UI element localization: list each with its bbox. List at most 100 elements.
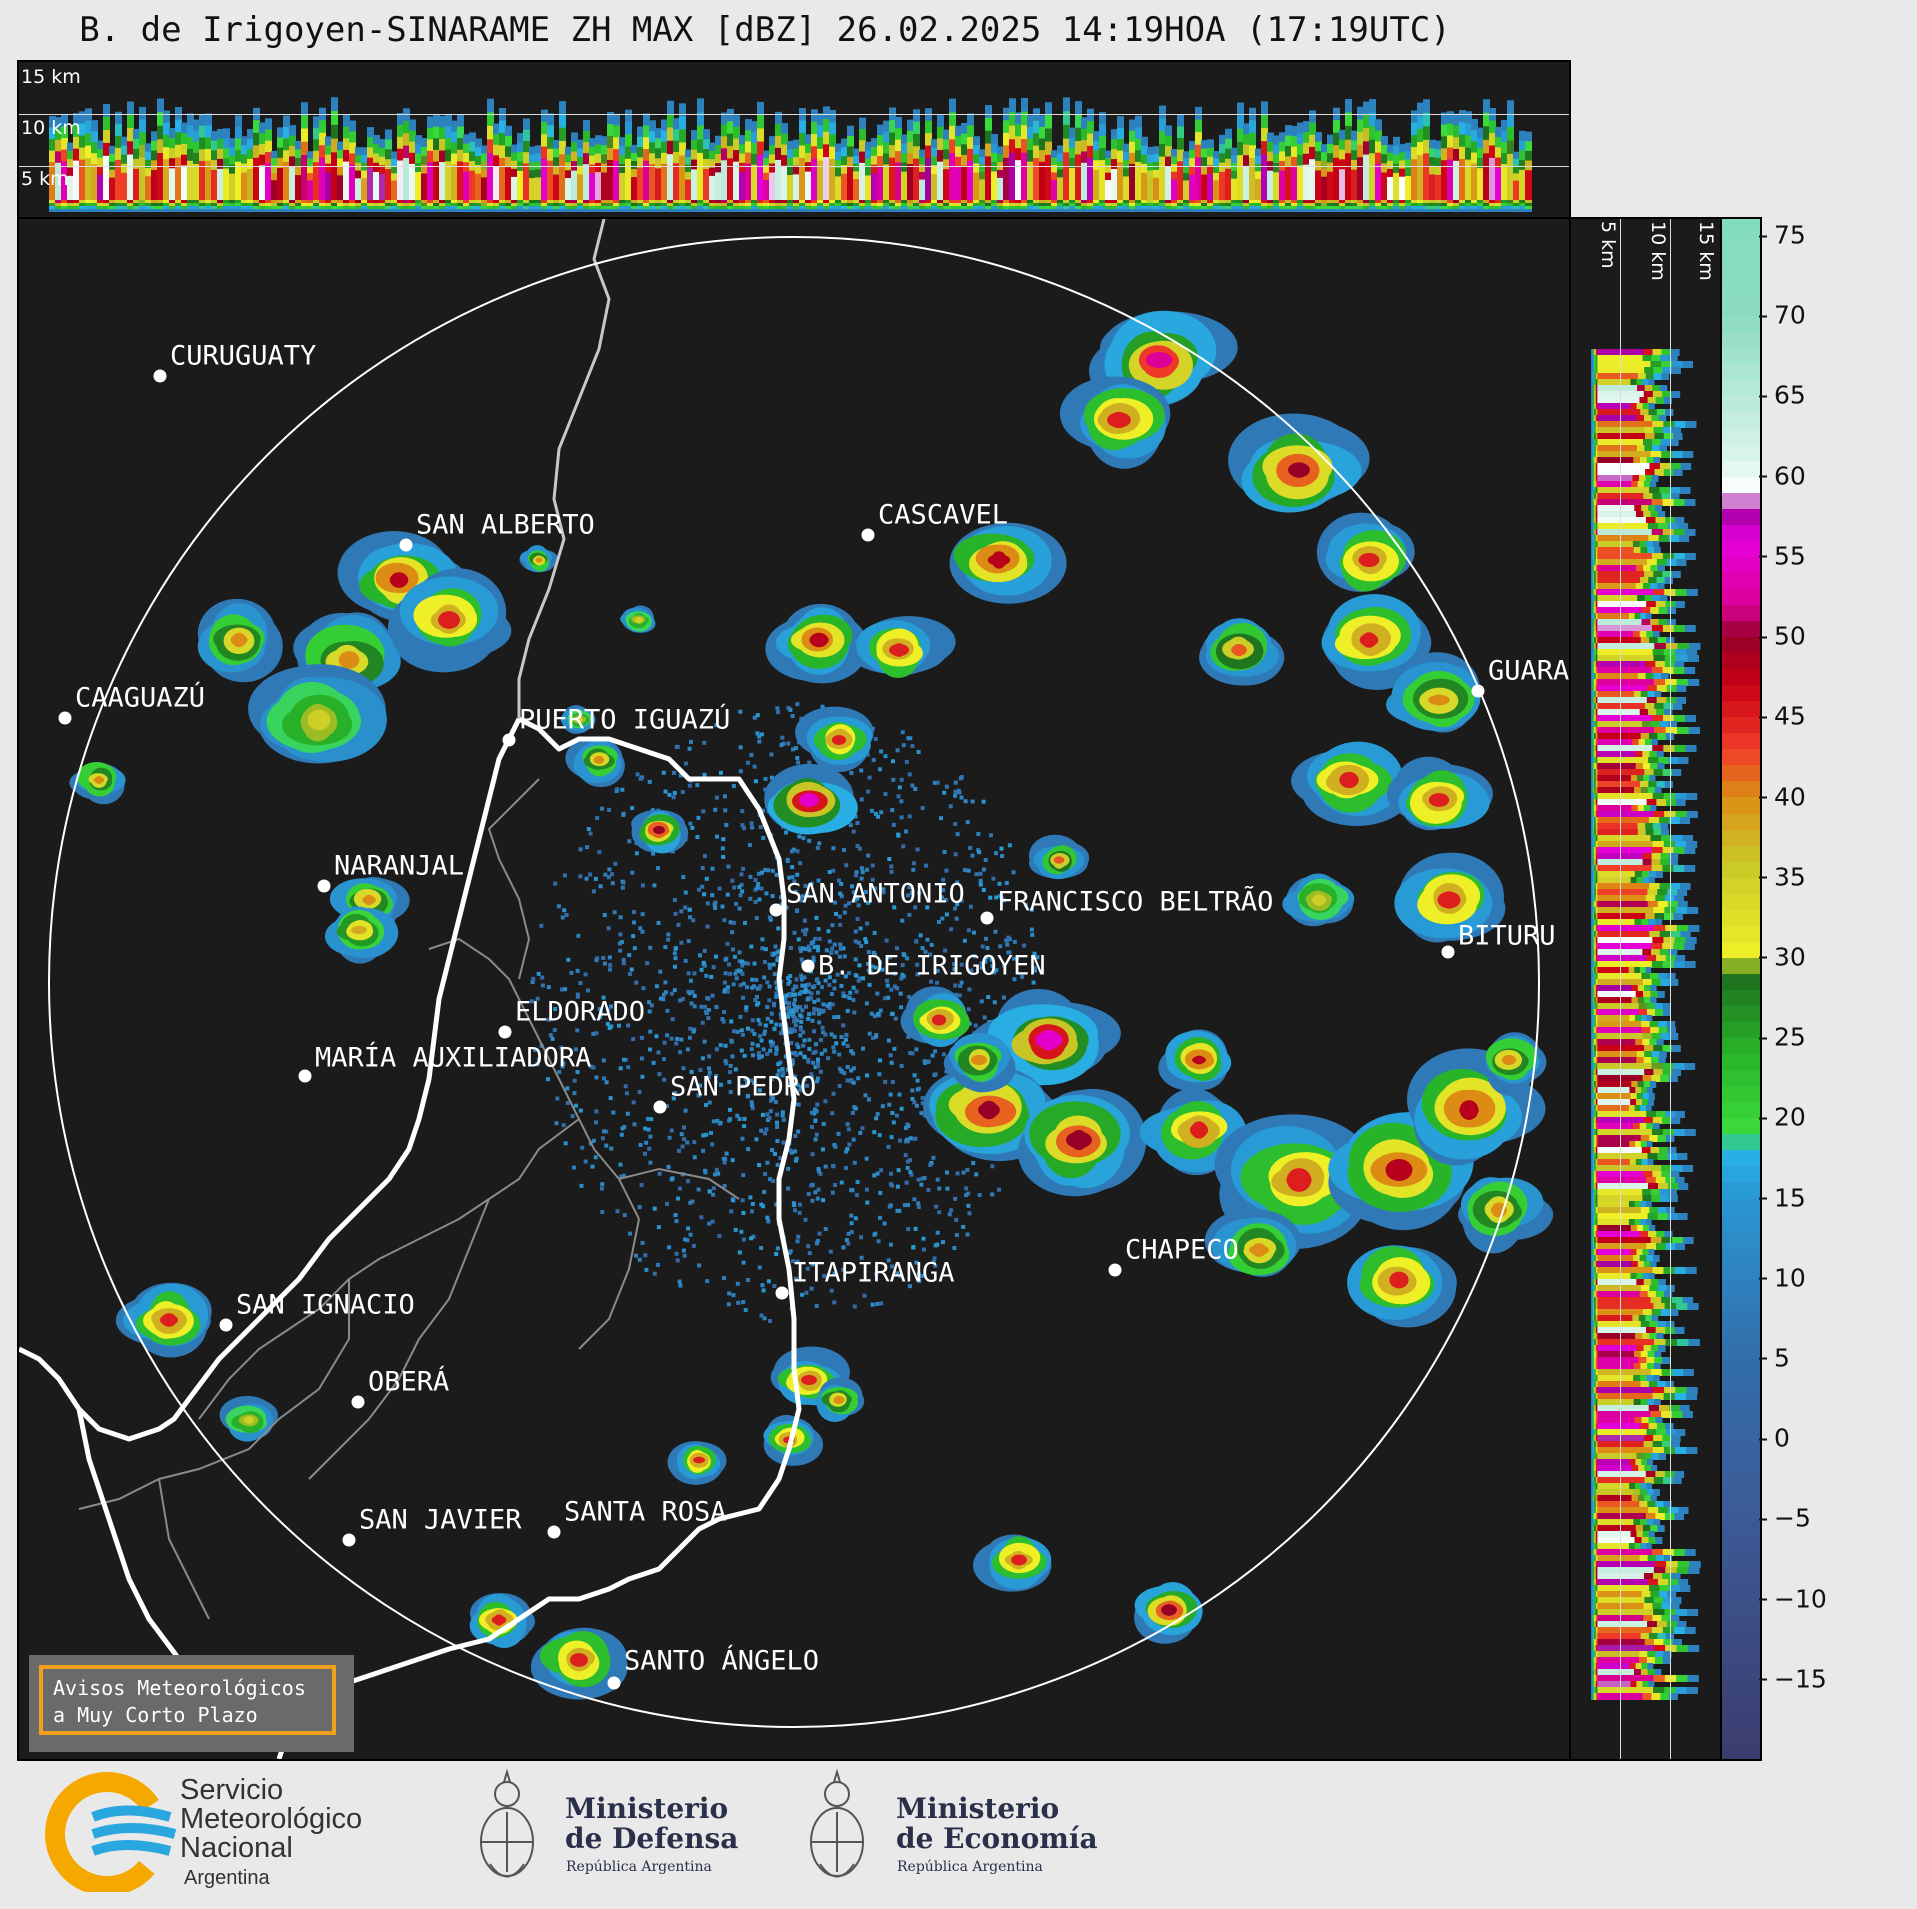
clutter-pixel <box>821 1002 826 1007</box>
clutter-pixel <box>763 947 768 952</box>
clutter-pixel <box>755 986 760 991</box>
clutter-pixel <box>909 890 914 895</box>
top-echo-column <box>367 167 374 200</box>
clutter-pixel <box>797 1210 802 1215</box>
clutter-pixel <box>843 903 848 908</box>
side-echo-row <box>1597 1105 1629 1112</box>
clutter-pixel <box>753 899 758 904</box>
clutter-pixel <box>707 1054 712 1059</box>
top-echo-column <box>217 168 224 200</box>
side-echo-row <box>1597 1417 1635 1424</box>
clutter-pixel <box>792 930 797 935</box>
top-echo-column <box>445 161 452 200</box>
clutter-pixel <box>793 746 798 751</box>
clutter-pixel <box>841 1023 846 1028</box>
clutter-pixel <box>973 1023 978 1028</box>
top-echo-column <box>67 175 74 200</box>
clutter-pixel <box>916 750 921 755</box>
clutter-pixel <box>856 903 861 908</box>
clutter-pixel <box>711 1119 716 1124</box>
clutter-pixel <box>837 1066 842 1071</box>
clutter-pixel <box>802 1038 807 1043</box>
clutter-pixel <box>1001 898 1006 903</box>
clutter-pixel <box>565 1086 570 1091</box>
side-echo-row <box>1597 1291 1640 1298</box>
clutter-pixel <box>853 957 858 962</box>
clutter-pixel <box>939 816 944 821</box>
clutter-pixel <box>823 1032 828 1037</box>
top-echo-column <box>601 172 608 200</box>
side-echo-row <box>1597 1177 1647 1184</box>
clutter-pixel <box>688 1026 693 1031</box>
clutter-pixel <box>964 1193 969 1198</box>
clutter-pixel <box>953 1196 958 1201</box>
clutter-pixel <box>792 1016 797 1021</box>
clutter-pixel <box>713 954 718 959</box>
clutter-pixel <box>981 799 986 804</box>
clutter-pixel <box>942 790 947 795</box>
clutter-pixel <box>803 932 808 937</box>
top-echo-column <box>385 169 392 200</box>
clutter-pixel <box>752 1031 757 1036</box>
clutter-pixel <box>931 1260 936 1265</box>
top-echo-column <box>1081 162 1088 200</box>
clutter-pixel <box>894 1113 899 1118</box>
top-echo-column <box>703 168 710 200</box>
clutter-pixel <box>690 1199 695 1204</box>
clutter-pixel <box>621 1173 626 1178</box>
clutter-pixel <box>874 1034 879 1039</box>
side-echo-row <box>1597 1453 1637 1460</box>
clutter-pixel <box>651 1060 656 1065</box>
clutter-pixel <box>851 985 856 990</box>
clutter-pixel <box>775 1162 780 1167</box>
clutter-pixel <box>841 1041 846 1046</box>
clutter-pixel <box>757 1034 762 1039</box>
clutter-pixel <box>783 1006 788 1011</box>
top-echo-column <box>1009 152 1016 200</box>
clutter-pixel <box>874 1272 879 1277</box>
clutter-pixel <box>961 1170 966 1175</box>
clutter-pixel <box>749 1236 754 1241</box>
clutter-pixel <box>940 895 945 900</box>
clutter-pixel <box>876 1239 881 1244</box>
top-echo-column <box>1519 169 1526 200</box>
clutter-pixel <box>630 870 635 875</box>
clutter-pixel <box>993 929 998 934</box>
clutter-pixel <box>703 1168 708 1173</box>
top-echo-column <box>529 178 536 200</box>
clutter-pixel <box>983 857 988 862</box>
clutter-pixel <box>775 706 780 711</box>
clutter-pixel <box>687 915 692 920</box>
clutter-pixel <box>924 863 929 868</box>
clutter-pixel <box>813 1049 818 1054</box>
clutter-pixel <box>741 1237 746 1242</box>
clutter-pixel <box>892 971 897 976</box>
clutter-pixel <box>632 920 637 925</box>
clutter-pixel <box>580 1145 585 1150</box>
side-echo-row <box>1597 547 1634 554</box>
clutter-pixel <box>915 847 920 852</box>
top-echo-column <box>229 173 236 200</box>
clutter-pixel <box>797 1088 802 1093</box>
clutter-pixel <box>872 952 877 957</box>
clutter-pixel <box>832 1015 837 1020</box>
clutter-pixel <box>883 996 888 1001</box>
clutter-pixel <box>863 937 868 942</box>
clutter-pixel <box>634 851 639 856</box>
clutter-pixel <box>641 986 646 991</box>
clutter-pixel <box>953 780 958 785</box>
clutter-pixel <box>1012 977 1017 982</box>
clutter-pixel <box>838 946 843 951</box>
top-echo-column <box>1117 162 1124 200</box>
clutter-pixel <box>576 933 581 938</box>
top-echo-column <box>187 160 194 200</box>
clutter-pixel <box>745 985 750 990</box>
top-echo-column <box>973 172 980 200</box>
clutter-pixel <box>679 1132 684 1137</box>
side-echo-row <box>1597 1345 1637 1352</box>
clutter-pixel <box>814 1132 819 1137</box>
clutter-pixel <box>830 923 835 928</box>
side-echo-row <box>1597 1645 1654 1652</box>
clutter-pixel <box>673 1090 678 1095</box>
clutter-pixel <box>769 1019 774 1024</box>
